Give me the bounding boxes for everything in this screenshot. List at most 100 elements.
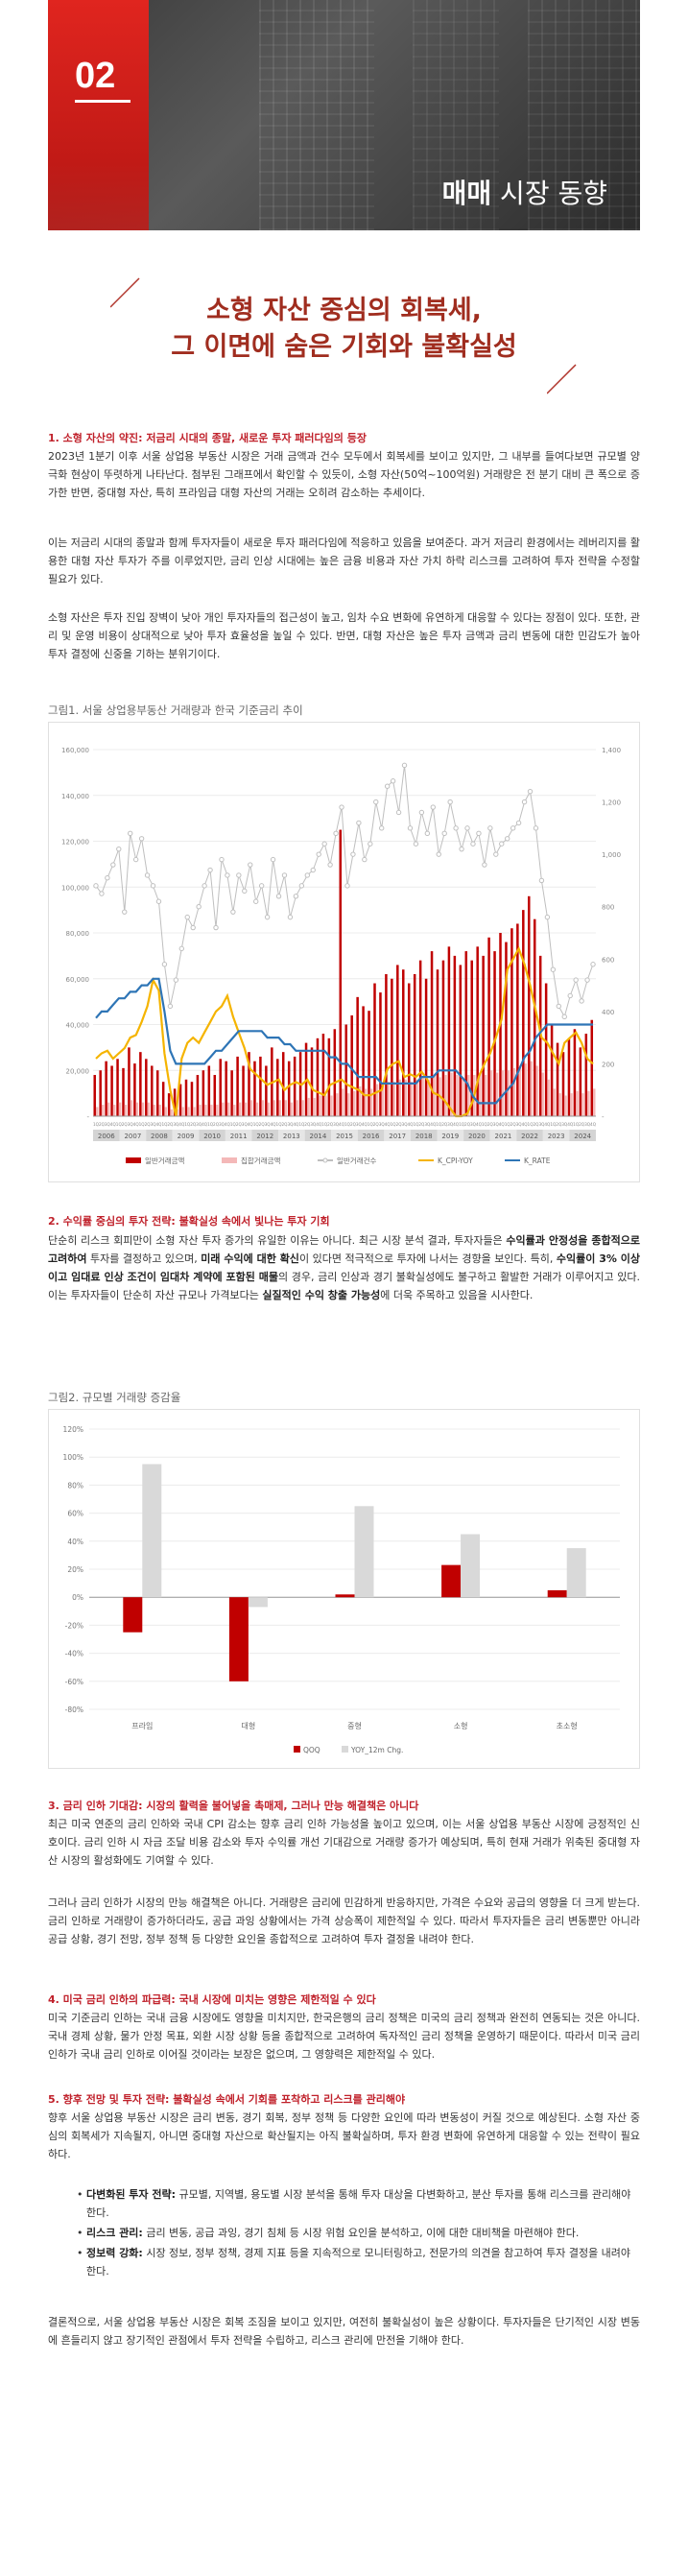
strategy-list: 다변화된 투자 전략: 규모별, 지역별, 용도별 시장 분석을 통해 투자 대…	[77, 2185, 640, 2282]
legend-label: K_RATE	[524, 1157, 551, 1165]
bar-general-amount	[190, 1082, 194, 1116]
bar-collective-amount	[273, 1100, 276, 1116]
bar-general-amount	[281, 1052, 285, 1116]
section5-paragraph1: 향후 서울 상업용 부동산 시장은 금리 변동, 경기 회복, 정부 정책 등 …	[48, 2111, 640, 2160]
general-count-point	[413, 841, 419, 847]
bar-collective-amount	[319, 1095, 321, 1116]
bar-collective-amount	[524, 1063, 528, 1116]
bar-general-amount	[544, 983, 548, 1116]
bar-general-amount	[447, 946, 451, 1116]
general-count-point	[373, 799, 379, 805]
bar-general-amount	[584, 1034, 588, 1116]
section4-heading: 4. 미국 금리 인하의 파급력: 국내 시장에 미치는 영향은 제한적일 수 …	[48, 1993, 376, 2006]
y-left-tick-label: 120,000	[61, 839, 89, 847]
bar-general-amount	[207, 1065, 211, 1116]
general-count-point	[155, 898, 162, 904]
bar-general-amount	[344, 1024, 347, 1116]
bar-general-amount	[436, 969, 439, 1116]
general-count-point	[390, 778, 396, 784]
general-count-point	[441, 830, 447, 837]
bar-collective-amount	[478, 1072, 482, 1116]
x-quarter-label: 1Q	[184, 1122, 191, 1127]
bar-general-amount	[556, 1042, 559, 1116]
bar-general-amount	[476, 946, 479, 1116]
x-quarter-label: 2Q	[213, 1122, 220, 1127]
bar-collective-amount	[512, 1067, 516, 1116]
bar-general-amount	[293, 1056, 297, 1116]
bar-collective-amount	[564, 1095, 567, 1116]
y-left-tick-label: 100,000	[61, 884, 89, 892]
general-count-point	[287, 914, 294, 920]
year-band	[199, 1130, 225, 1141]
general-count-point	[207, 867, 213, 873]
x-quarter-label: 4Q	[476, 1122, 483, 1127]
general-count-point	[105, 875, 110, 881]
bar-collective-amount	[398, 1079, 402, 1116]
bar-collective-amount	[324, 1095, 327, 1116]
bar-general-amount	[287, 1061, 291, 1116]
x-quarter-label: 4Q	[339, 1122, 345, 1127]
x-quarter-label: 2Q	[418, 1122, 425, 1127]
x-quarter-label: 2Q	[441, 1122, 448, 1127]
x-quarter-label: 1Q	[436, 1122, 442, 1127]
bar-general-amount	[402, 969, 405, 1116]
hero-banner: 02 매매 시장 동향	[48, 0, 640, 230]
bar-qoq	[123, 1597, 143, 1633]
legend-marker	[322, 1157, 328, 1163]
bar-collective-amount	[204, 1105, 207, 1116]
bar-general-amount	[368, 1011, 370, 1116]
bar-qoq	[335, 1594, 355, 1598]
bar-collective-amount	[210, 1105, 213, 1116]
bar-general-amount	[151, 1065, 154, 1116]
bar-general-amount	[173, 1088, 177, 1116]
bar-general-amount	[133, 1063, 136, 1116]
bar-collective-amount	[170, 1109, 173, 1116]
y-tick-label: 80%	[67, 1481, 83, 1490]
x-year-label: 2021	[495, 1133, 512, 1140]
x-category-label: 대형	[242, 1722, 256, 1730]
bar-collective-amount	[501, 1070, 505, 1116]
bar-general-amount	[350, 1014, 353, 1116]
x-quarter-label: 3Q	[219, 1122, 225, 1127]
legend-swatch	[126, 1157, 141, 1163]
x-quarter-label: 3Q	[561, 1122, 568, 1127]
y-right-tick-label: 400	[602, 1009, 614, 1016]
x-quarter-label: 2Q	[304, 1122, 311, 1127]
bar-general-amount	[356, 996, 359, 1116]
figure1-svg: - 20,000 40,000 60,000 80,000 100,000 120,000 1…	[61, 747, 621, 1165]
bar-collective-amount	[278, 1100, 282, 1116]
x-quarter-label: 3Q	[470, 1122, 477, 1127]
bar-collective-amount	[164, 1107, 167, 1116]
x-quarter-label: 2Q	[579, 1122, 585, 1127]
general-count-point	[230, 909, 236, 915]
general-count-point	[459, 846, 464, 852]
general-count-line	[95, 765, 594, 1018]
general-count-point	[293, 894, 299, 899]
section1-heading: 1. 소형 자산의 약진: 저금리 시대의 종말, 새로운 투자 패러다임의 등…	[48, 432, 367, 444]
x-quarter-label: 2Q	[259, 1122, 266, 1127]
y-left-tick-label: 60,000	[66, 976, 90, 984]
bar-general-amount	[510, 928, 513, 1116]
general-count-point	[116, 846, 122, 852]
x-year-label: 2011	[230, 1133, 248, 1140]
bar-collective-amount	[570, 1093, 573, 1116]
section5-heading: 5. 향후 전망 및 투자 전략: 불확실성 속에서 기회를 포착하고 리스크를…	[48, 2093, 406, 2106]
general-count-point	[253, 898, 259, 904]
bar-general-amount	[459, 965, 463, 1116]
general-count-point	[544, 914, 551, 920]
x-year-label: 2020	[468, 1133, 486, 1140]
bar-general-amount	[470, 960, 473, 1116]
bar-collective-amount	[187, 1107, 190, 1116]
bar-collective-amount	[135, 1102, 139, 1116]
x-category-label: 프라임	[131, 1722, 153, 1730]
year-band	[542, 1130, 570, 1141]
general-count-point	[499, 841, 505, 847]
y-tick-label: -60%	[65, 1678, 83, 1686]
bar-qoq	[547, 1589, 567, 1598]
x-quarter-label: 2Q	[533, 1122, 539, 1127]
general-count-point	[184, 914, 190, 920]
general-count-point	[584, 977, 590, 983]
general-count-point	[407, 825, 414, 831]
general-count-point	[144, 872, 151, 878]
section4-paragraph1: 미국 기준금리 인하는 국내 금융 시장에도 영향을 미치지만, 한국은행의 금…	[48, 2012, 640, 2061]
